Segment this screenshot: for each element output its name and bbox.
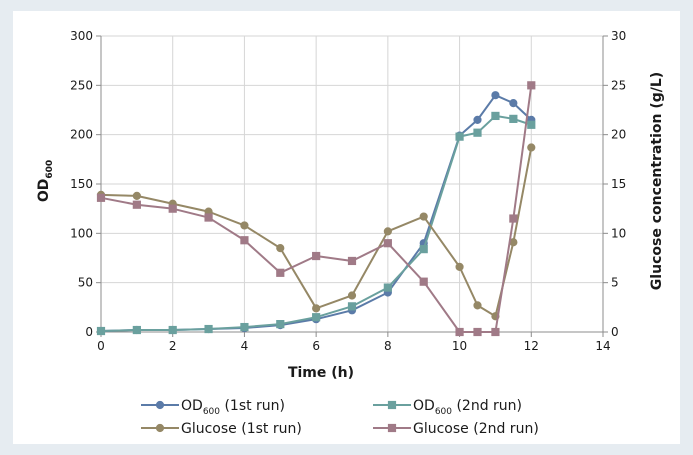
data-point (455, 327, 464, 337)
y2-tick-label: 5 (611, 276, 619, 290)
y-tick-label: 100 (70, 226, 93, 240)
x-tick-label: 4 (241, 339, 249, 353)
legend-marker (155, 423, 165, 433)
legend-label-sub: 600 (203, 407, 220, 417)
data-point (491, 111, 500, 121)
data-point (455, 262, 464, 271)
y2-tick-label: 10 (611, 226, 626, 240)
y-tick-label: 150 (70, 177, 93, 191)
y2-axis-title: Glucose concentration (g/L) (649, 72, 665, 290)
data-point (383, 283, 392, 292)
legend-label: OD600 (1st run) (181, 398, 285, 417)
y2-tick-label: 30 (611, 29, 626, 43)
legend-label: Glucose (2nd run) (413, 421, 539, 437)
data-point (276, 320, 285, 329)
data-point (383, 227, 392, 236)
x-tick-label: 8 (384, 339, 392, 353)
x-tick-label: 12 (524, 339, 539, 353)
data-point (473, 327, 482, 337)
y-tick-label: 300 (70, 29, 93, 43)
data-point (509, 214, 518, 223)
legend-marker (387, 423, 397, 433)
data-point (347, 291, 357, 300)
data-point (419, 277, 428, 286)
data-point (96, 193, 106, 202)
y2-tick-label: 20 (611, 128, 626, 142)
data-point (419, 212, 428, 221)
data-point (132, 191, 141, 200)
y-tick-label: 250 (70, 78, 93, 92)
x-tick-label: 14 (595, 339, 610, 353)
y-axis-title-main: OD (36, 179, 52, 203)
legend-label-main: OD (181, 398, 203, 414)
legend-label-main: Glucose (2nd run) (413, 421, 539, 437)
data-point (168, 204, 177, 213)
legend-label-main: OD (413, 398, 435, 414)
data-point (491, 327, 500, 337)
data-point (419, 245, 428, 254)
axes (96, 35, 608, 337)
data-point (312, 251, 321, 261)
legend-label-suffix: (1st run) (220, 398, 285, 414)
data-point (473, 115, 482, 124)
data-point (383, 239, 392, 248)
legend-item: OD600 (1st run) (141, 398, 285, 417)
series-2 (96, 111, 536, 336)
data-point (527, 143, 536, 152)
legend-item: Glucose (2nd run) (373, 421, 539, 437)
y-axis-title-sub: 600 (45, 160, 55, 179)
data-point (312, 304, 321, 313)
data-point (132, 200, 141, 209)
gridlines (101, 35, 604, 332)
y2-tick-label: 15 (611, 177, 626, 191)
data-point (312, 313, 321, 322)
data-point (204, 213, 213, 222)
data-point (509, 114, 518, 123)
data-point (96, 326, 106, 336)
series-4 (96, 81, 536, 337)
data-point (132, 325, 141, 335)
data-point (509, 98, 518, 108)
legend-item: OD600 (2nd run) (373, 398, 522, 417)
legend-marker (155, 400, 165, 410)
y-tick-label: 50 (78, 276, 93, 290)
x-tick-label: 6 (312, 339, 320, 353)
y-tick-label: 200 (70, 128, 93, 142)
legend-label: OD600 (2nd run) (413, 398, 522, 417)
chart-panel: 0 50 100 150 200 250 300 0 5 10 15 20 25 30 0 2 4 6 8 10 12 1… (13, 11, 680, 444)
data-point (347, 302, 357, 311)
data-point (240, 236, 249, 245)
data-point (240, 322, 249, 332)
legend: OD600 (1st run) OD600 (2nd run)Glucose (1… (141, 398, 539, 437)
data-point (473, 128, 482, 137)
x-axis-title: Time (h) (288, 365, 354, 381)
data-point (276, 268, 285, 277)
data-point (168, 325, 177, 335)
data-point (473, 301, 482, 310)
data-point (491, 91, 500, 100)
data-point (527, 81, 536, 90)
y2-tick-label: 0 (611, 325, 619, 339)
data-point (455, 132, 464, 141)
legend-label-sub: 600 (435, 407, 452, 417)
series-layer (96, 81, 536, 337)
y2-tick-label: 25 (611, 78, 626, 92)
legend-label: Glucose (1st run) (181, 421, 302, 437)
legend-marker (387, 400, 397, 410)
data-point (204, 324, 213, 334)
data-point (527, 120, 536, 129)
x-tick-label: 2 (169, 339, 177, 353)
x-tick-label: 10 (452, 339, 467, 353)
y-axis-title: OD600 (36, 160, 55, 202)
data-point (347, 256, 357, 266)
legend-item: Glucose (1st run) (141, 421, 302, 437)
x-tick-label: 0 (97, 339, 105, 353)
legend-label-main: Glucose (1st run) (181, 421, 302, 437)
legend-label-suffix: (2nd run) (452, 398, 522, 414)
data-point (276, 244, 285, 253)
y-tick-label: 0 (85, 325, 93, 339)
data-point (240, 221, 249, 230)
